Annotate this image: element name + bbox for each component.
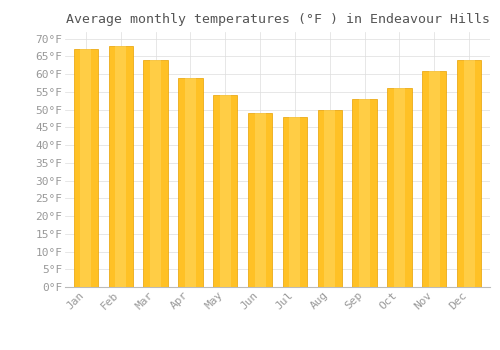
Bar [282, 117, 307, 287]
Bar [74, 49, 98, 287]
Bar [387, 88, 411, 287]
Bar [178, 78, 203, 287]
Bar [318, 110, 342, 287]
Bar [185, 78, 196, 287]
Bar [422, 71, 446, 287]
Bar [150, 60, 161, 287]
Bar [290, 117, 300, 287]
Bar [80, 49, 92, 287]
Bar [429, 71, 440, 287]
Bar [352, 99, 377, 287]
Bar [324, 110, 335, 287]
Bar [359, 99, 370, 287]
Title: Average monthly temperatures (°F ) in Endeavour Hills: Average monthly temperatures (°F ) in En… [66, 13, 490, 26]
Bar [213, 95, 238, 287]
Bar [464, 60, 474, 287]
Bar [144, 60, 168, 287]
Bar [394, 88, 405, 287]
Bar [248, 113, 272, 287]
Bar [254, 113, 266, 287]
Bar [457, 60, 481, 287]
Bar [220, 95, 230, 287]
Bar [108, 46, 133, 287]
Bar [116, 46, 126, 287]
